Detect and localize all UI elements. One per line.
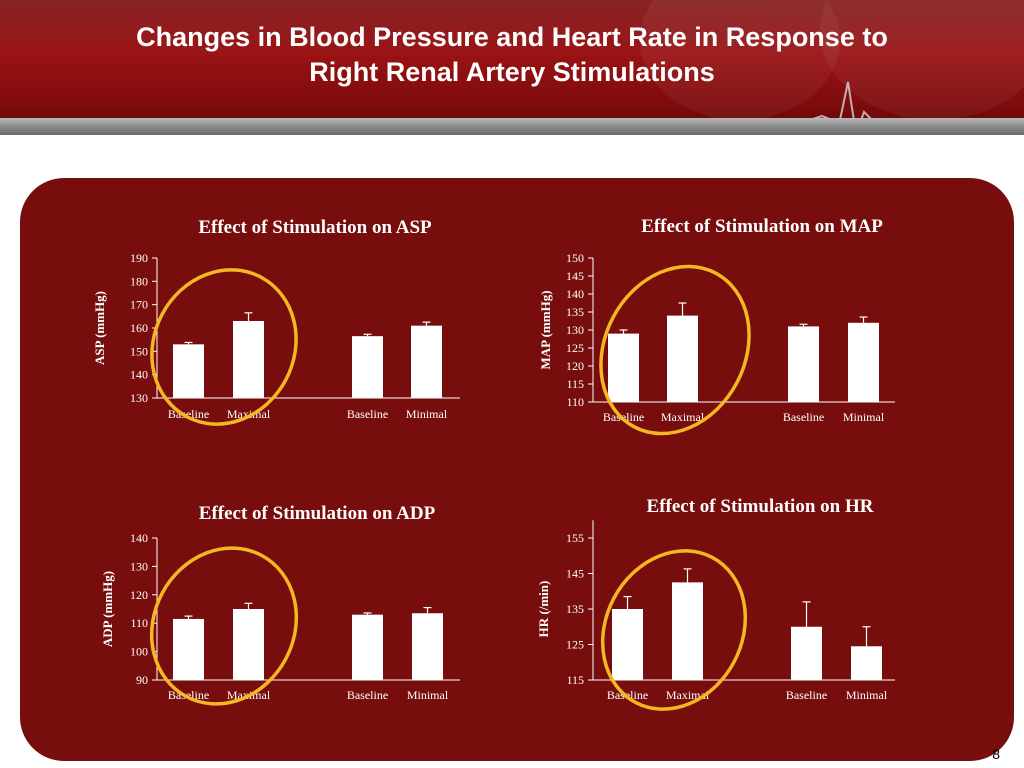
- slide-header: Changes in Blood Pressure and Heart Rate…: [0, 0, 1024, 135]
- bar: [851, 646, 882, 680]
- page-number: 8: [992, 746, 1000, 762]
- slide-title: Changes in Blood Pressure and Heart Rate…: [40, 20, 984, 90]
- bar: [848, 322, 879, 402]
- y-tick-label: 120: [566, 359, 584, 373]
- chart-title: Effect of Stimulation on ADP: [199, 503, 436, 524]
- x-tick-label: Minimal: [407, 688, 449, 702]
- y-tick-label: 160: [130, 321, 148, 335]
- y-tick-label: 140: [130, 368, 148, 382]
- chart-adp: Effect of Stimulation on ADP ADP (mmHg) 90…: [100, 503, 460, 706]
- bar: [667, 315, 698, 402]
- bar: [352, 614, 383, 680]
- bar: [411, 325, 442, 398]
- x-tick-label: Maximal: [227, 407, 271, 421]
- y-tick-label: 115: [566, 673, 584, 687]
- bar: [788, 326, 819, 402]
- slide-title-line-2: Right Renal Artery Stimulations: [309, 57, 715, 87]
- y-tick-label: 135: [566, 602, 584, 616]
- y-axis-label: MAP (mmHg): [538, 290, 553, 369]
- chart-map: Effect of Stimulation on MAP MAP (mmHg) 11…: [538, 216, 895, 436]
- y-tick-label: 120: [130, 588, 148, 602]
- y-tick-label: 125: [566, 341, 584, 355]
- y-tick-label: 140: [130, 531, 148, 545]
- y-tick-label: 110: [566, 395, 584, 409]
- bar: [233, 609, 264, 680]
- x-tick-label: Maximal: [661, 410, 705, 424]
- y-tick-label: 130: [130, 391, 148, 405]
- slide-title-line-1: Changes in Blood Pressure and Heart Rate…: [136, 22, 888, 52]
- header-band: [0, 118, 1024, 135]
- y-tick-label: 110: [130, 616, 148, 630]
- x-tick-label: Baseline: [607, 688, 648, 702]
- bar: [412, 613, 443, 680]
- x-tick-label: Baseline: [786, 688, 827, 702]
- bar: [608, 333, 639, 402]
- bar: [352, 336, 383, 398]
- highlight-oval: [149, 546, 299, 706]
- y-tick-label: 150: [566, 251, 584, 265]
- x-tick-label: Baseline: [347, 407, 388, 421]
- x-tick-label: Minimal: [406, 407, 448, 421]
- header-shine: [0, 0, 1024, 60]
- y-tick-label: 125: [566, 638, 584, 652]
- highlight-oval: [150, 268, 298, 426]
- y-tick-label: 100: [130, 645, 148, 659]
- y-tick-label: 170: [130, 298, 148, 312]
- bar: [173, 344, 204, 398]
- y-tick-label: 130: [566, 323, 584, 337]
- y-tick-label: 90: [136, 673, 148, 687]
- y-tick-label: 180: [130, 274, 148, 288]
- y-tick-label: 145: [566, 567, 584, 581]
- highlight-oval: [599, 264, 751, 436]
- bar: [233, 321, 264, 398]
- y-tick-label: 115: [566, 377, 584, 391]
- bar: [612, 609, 643, 680]
- y-tick-label: 135: [566, 305, 584, 319]
- y-tick-label: 155: [566, 531, 584, 545]
- y-tick-label: 130: [130, 559, 148, 573]
- x-tick-label: Baseline: [603, 410, 644, 424]
- chart-title: Effect of Stimulation on ASP: [198, 217, 432, 238]
- y-tick-label: 140: [566, 287, 584, 301]
- bar: [672, 582, 703, 680]
- x-tick-label: Baseline: [347, 688, 388, 702]
- chart-title: Effect of Stimulation on MAP: [641, 216, 883, 237]
- chart-title: Effect of Stimulation on HR: [647, 496, 874, 517]
- x-tick-label: Minimal: [843, 410, 885, 424]
- y-axis-label: HR (/min): [536, 581, 551, 638]
- chart-asp: Effect of Stimulation on ASP ASP (mmHg) 13…: [92, 217, 460, 426]
- x-tick-label: Minimal: [846, 688, 888, 702]
- bar: [173, 618, 204, 680]
- y-tick-label: 190: [130, 251, 148, 265]
- y-axis-label: ADP (mmHg): [100, 571, 115, 647]
- y-tick-label: 145: [566, 269, 584, 283]
- chart-hr: Effect of Stimulation on HR HR (/min) 115 1…: [536, 496, 895, 711]
- y-axis-label: ASP (mmHg): [92, 291, 107, 365]
- highlight-oval: [600, 549, 748, 711]
- bar: [791, 626, 822, 680]
- y-tick-label: 150: [130, 344, 148, 358]
- x-tick-label: Baseline: [783, 410, 824, 424]
